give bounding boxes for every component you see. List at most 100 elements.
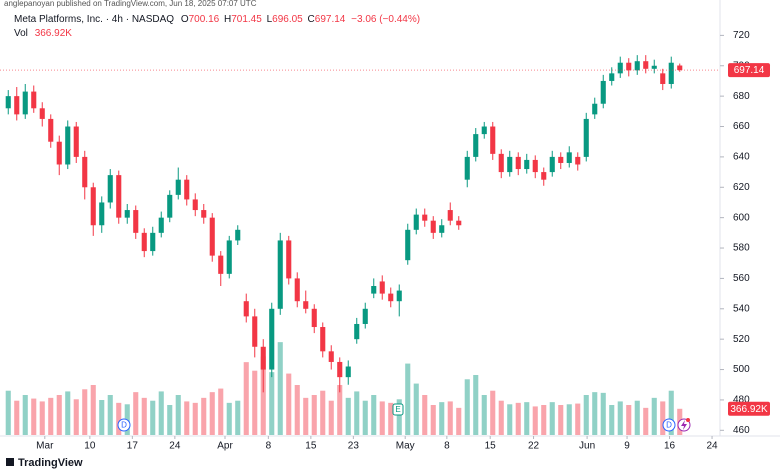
- volume-bar: [575, 403, 581, 435]
- candle-body: [192, 199, 198, 211]
- volume-bar: [56, 395, 62, 435]
- candle-body: [617, 62, 623, 74]
- volume-bar: [133, 392, 139, 435]
- volume-bar: [311, 395, 317, 435]
- volume-bar: [430, 405, 436, 435]
- candle-body: [243, 301, 249, 317]
- change: −3.06 (−0.44%): [351, 14, 420, 25]
- candle-body: [48, 118, 54, 142]
- event-label: D: [121, 421, 127, 430]
- candle-body: [464, 156, 470, 180]
- volume-bar: [422, 395, 428, 435]
- volume-bar: [5, 390, 11, 435]
- plot: 4604805005205405605806006206406606807007…: [0, 30, 770, 452]
- candle-body: [167, 194, 173, 218]
- volume-bar: [107, 395, 113, 435]
- candle-body: [209, 217, 215, 256]
- candle-body: [388, 293, 394, 302]
- candle-body: [413, 214, 419, 230]
- candle-body: [201, 210, 207, 218]
- candle-body: [362, 308, 368, 324]
- candle-body: [566, 152, 572, 163]
- volume-bar: [73, 399, 79, 435]
- volume-bar: [252, 370, 258, 435]
- volume-bar: [558, 405, 564, 435]
- candle-body: [218, 255, 224, 274]
- x-tick-label: May: [396, 441, 415, 452]
- candle-body: [56, 141, 62, 165]
- volume-bar: [82, 389, 88, 435]
- volume-bar: [260, 356, 266, 435]
- volume-title: Vol: [14, 28, 28, 39]
- y-tick-label: 560: [733, 273, 750, 284]
- volume-bar: [490, 390, 496, 435]
- volume-bar: [90, 385, 96, 435]
- last-volume-label: 366.92K: [730, 404, 768, 415]
- event-marker: [117, 418, 131, 432]
- volume-bar: [643, 407, 649, 435]
- x-tick-label: 9: [624, 441, 630, 452]
- candle-body: [498, 153, 504, 173]
- y-tick-label: 720: [733, 30, 750, 41]
- y-tick-label: 520: [733, 334, 750, 345]
- event-dot: [686, 418, 690, 422]
- candle-body: [141, 232, 147, 252]
- candle-body: [609, 73, 615, 81]
- y-tick-label: 600: [733, 212, 750, 223]
- candle-body: [481, 126, 487, 135]
- volume-bar: [22, 395, 28, 435]
- candle-body: [447, 210, 453, 221]
- volume-bar: [634, 400, 640, 435]
- volume-bar: [31, 398, 37, 435]
- volume-bar: [379, 401, 385, 435]
- candle-body: [269, 308, 275, 370]
- candle-body: [150, 232, 156, 252]
- lightning-icon: [681, 420, 687, 430]
- candle-body: [439, 225, 445, 233]
- volume-header: Vol 366.92K: [14, 28, 72, 39]
- volume-bar: [566, 404, 572, 435]
- y-tick-label: 640: [733, 152, 750, 163]
- volume-bar: [192, 402, 198, 435]
- event-marker: [662, 418, 676, 432]
- candle-body: [31, 91, 37, 109]
- event-label: D: [666, 421, 672, 430]
- volume-bar: [201, 397, 207, 435]
- volume-bar: [524, 402, 530, 435]
- volume-bar: [549, 402, 555, 435]
- candle-body: [583, 118, 589, 157]
- candle-body: [226, 240, 232, 274]
- candle-body: [379, 281, 385, 294]
- y-tick-label: 580: [733, 243, 750, 254]
- candle-body: [456, 220, 462, 226]
- candle-body: [311, 308, 317, 328]
- y-tick-label: 620: [733, 182, 750, 193]
- candle-body: [626, 62, 632, 71]
- last-price-label: 697.14: [734, 65, 765, 76]
- y-tick-label: 500: [733, 364, 750, 375]
- x-tick-label: 10: [84, 441, 96, 452]
- volume-bar: [456, 407, 462, 435]
- candle-body: [133, 210, 139, 233]
- volume-bar: [328, 400, 334, 435]
- candle-body: [643, 61, 649, 69]
- volume-bar: [337, 385, 343, 435]
- x-tick-label: Mar: [36, 441, 54, 452]
- candle-body: [354, 323, 360, 340]
- x-tick-label: 24: [706, 441, 718, 452]
- volume-bar: [354, 391, 360, 435]
- close-value: 697.14: [315, 14, 346, 25]
- candle-body: [294, 278, 300, 302]
- volume-bar: [218, 388, 224, 435]
- candle-body: [158, 217, 164, 233]
- volume-bar: [388, 402, 394, 435]
- candle-body: [73, 126, 79, 157]
- x-tick-label: 15: [305, 441, 317, 452]
- volume-bar: [303, 397, 309, 435]
- volume-value: 366.92K: [35, 28, 73, 39]
- candle-body: [14, 96, 20, 115]
- high-value: 701.45: [231, 14, 262, 25]
- x-tick-label: 17: [127, 441, 139, 452]
- volume-bar: [371, 395, 377, 435]
